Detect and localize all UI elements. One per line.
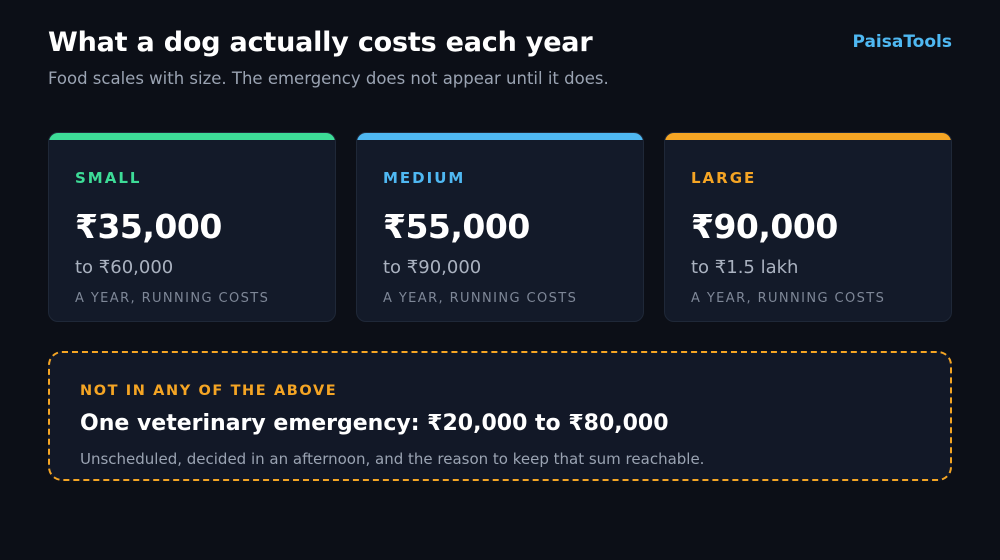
brand-logo[interactable]: PaisaTools (852, 32, 952, 52)
card-note: A YEAR, RUNNING COSTS (75, 291, 270, 306)
cost-cards: SMALL ₹35,000 to ₹60,000 A YEAR, RUNNING… (48, 132, 952, 322)
card-range: to ₹90,000 (383, 257, 482, 278)
card-size-label: SMALL (75, 169, 142, 187)
header: What a dog actually costs each year Food… (48, 26, 952, 90)
card-size-label: MEDIUM (383, 169, 466, 187)
card-note: A YEAR, RUNNING COSTS (691, 291, 886, 306)
card-range: to ₹1.5 lakh (691, 257, 799, 278)
page-subtitle: Food scales with size. The emergency doe… (48, 69, 609, 88)
card-size-label: LARGE (691, 169, 757, 187)
cost-card-medium: MEDIUM ₹55,000 to ₹90,000 A YEAR, RUNNIN… (356, 132, 644, 322)
emergency-callout: NOT IN ANY OF THE ABOVE One veterinary e… (48, 351, 952, 481)
callout-kicker: NOT IN ANY OF THE ABOVE (80, 383, 338, 399)
card-amount: ₹55,000 (383, 207, 530, 246)
card-accent-bar (49, 133, 335, 140)
card-amount: ₹35,000 (75, 207, 222, 246)
page-title: What a dog actually costs each year (48, 27, 593, 58)
cost-card-large: LARGE ₹90,000 to ₹1.5 lakh A YEAR, RUNNI… (664, 132, 952, 322)
callout-description: Unscheduled, decided in an afternoon, an… (80, 450, 705, 468)
card-amount: ₹90,000 (691, 207, 838, 246)
cost-card-small: SMALL ₹35,000 to ₹60,000 A YEAR, RUNNING… (48, 132, 336, 322)
callout-headline: One veterinary emergency: ₹20,000 to ₹80… (80, 411, 669, 436)
card-accent-bar (665, 133, 951, 140)
card-range: to ₹60,000 (75, 257, 174, 278)
card-accent-bar (357, 133, 643, 140)
card-note: A YEAR, RUNNING COSTS (383, 291, 578, 306)
